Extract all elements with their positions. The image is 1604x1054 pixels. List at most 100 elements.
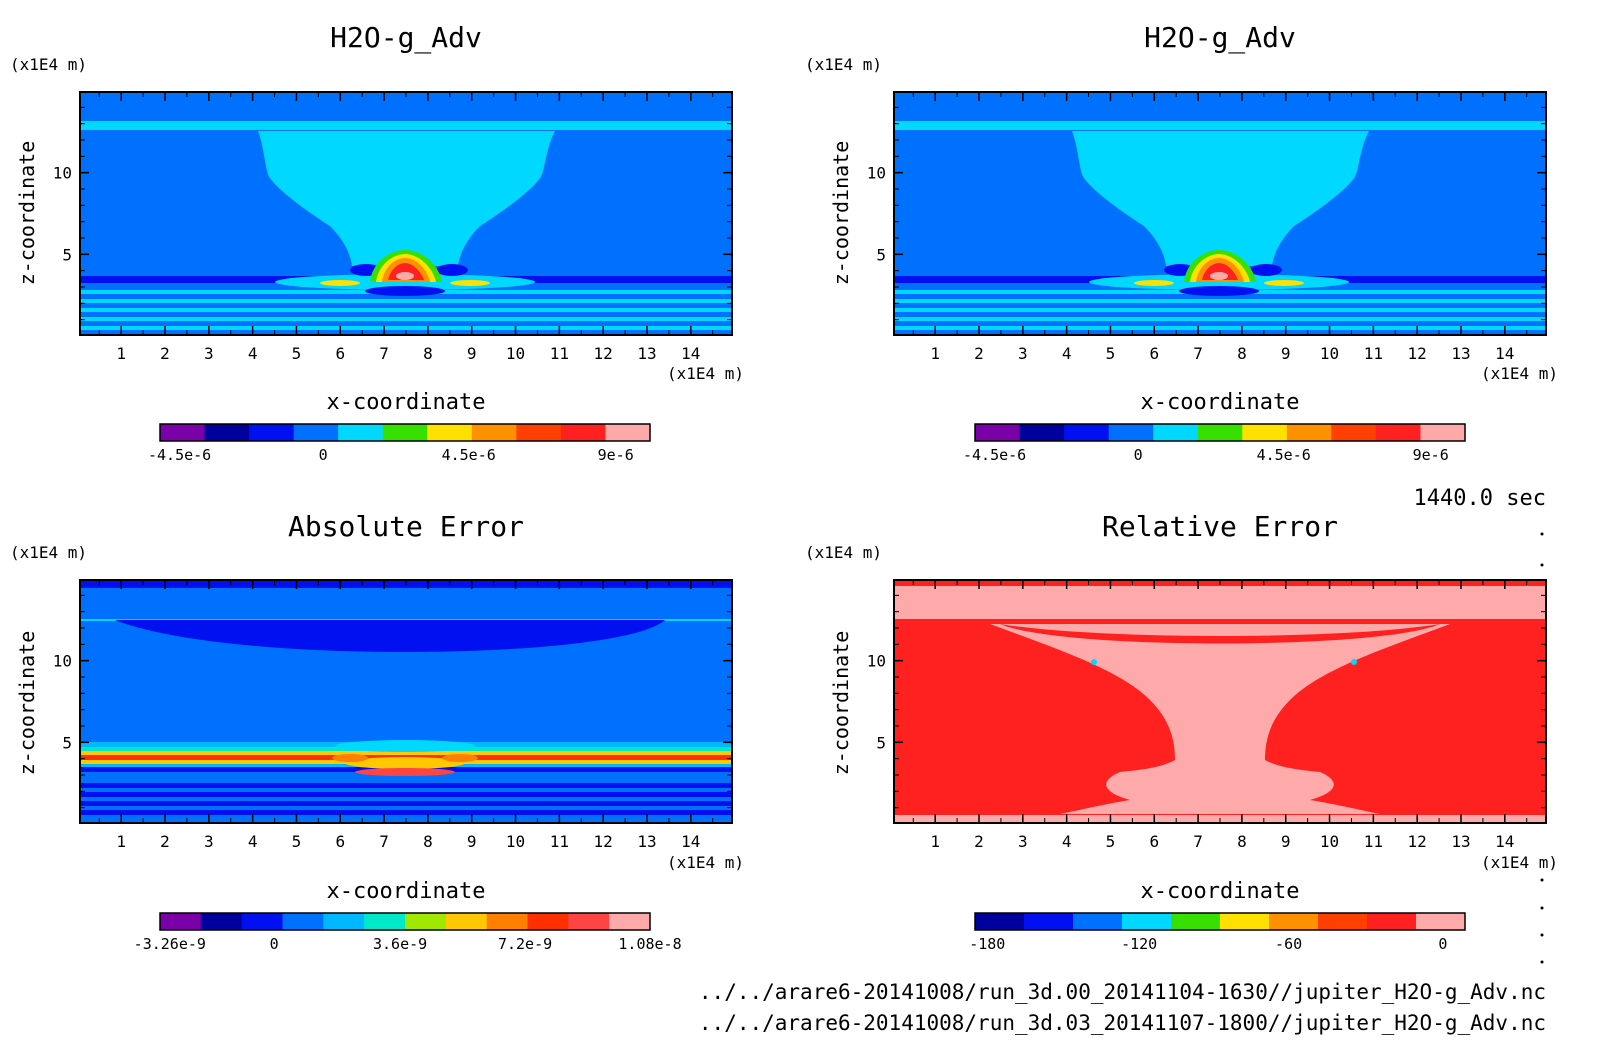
file-path-2: ../../arare6-20141008/run_3d.03_20141107… [699,1011,1546,1035]
y-tick-label: 5 [62,733,72,752]
colorbar-swatch [160,424,206,441]
colorbar-swatch [160,913,202,930]
colorbar-tick-label: 0 [270,935,279,953]
colorbar-tick-label: -180 [969,935,1005,953]
colorbar-swatch [560,424,606,441]
x-tick-label: 14 [1495,344,1514,363]
x-tick-label: 3 [204,344,214,363]
colorbar-tick-label: 1.08e-8 [618,935,681,953]
x-tick-label: 7 [1193,832,1203,851]
colorbar-swatch [527,913,569,930]
heatmap-field [80,92,732,335]
x-tick-labels: 1 2 3 4 5 6 7 8 9 10 11 12 13 14 [912,92,1528,363]
panel-top-left: H2O-g_Adv (x1E4 m) [10,21,744,464]
x-tick-label: 7 [1193,344,1203,363]
colorbar-tick-label: -60 [1275,935,1302,953]
colorbar-frame [974,912,1466,931]
x-tick-label: 4 [1062,344,1072,363]
colorbar-swatch [471,424,517,441]
y-axis-label: z-coordinate [15,141,39,286]
colorbar-swatch [338,424,384,441]
panel-bottom-right: Relative Error (x1E4 m) 1 2 3 4 5 6 7 8 9 10 11 12 1… [805,510,1558,953]
colorbar: -4.5e-6 0 4.5e-6 9e-6 [963,423,1466,464]
colorbar-swatch [249,424,295,441]
y-tick-label: 10 [53,652,72,671]
top-band [894,121,1546,131]
colorbar-tick-label: 3.6e-9 [373,935,427,953]
colorbar-swatch [1108,424,1154,441]
colorbar-swatch [486,913,528,930]
colorbar-swatch [1269,913,1319,930]
colorbar-tick-label: 0 [319,446,328,464]
x-tick-label: 9 [467,832,477,851]
colorbar: -4.5e-6 0 4.5e-6 9e-6 [148,423,651,464]
x-tick-label: 5 [1106,832,1116,851]
colorbar-swatch [1220,913,1270,930]
x-tick-label: 12 [594,344,613,363]
x-tick-label: 8 [423,832,433,851]
separator-dots [1540,532,1544,964]
y-tick-labels: 5 10 [867,106,1546,321]
panel-top-right: H2O-g_Adv (x1E4 m) [805,21,1558,464]
y-axis-label: z-coordinate [15,631,39,776]
colorbar-swatch [364,913,406,930]
colorbar-swatch [1064,424,1110,441]
colorbar-swatch [1019,424,1065,441]
colorbar-swatch [609,913,651,930]
x-axis-label: x-coordinate [327,879,486,904]
x-tick-label: 8 [1237,832,1247,851]
colorbar-swatch [405,913,447,930]
panel-title: Relative Error [1102,510,1338,543]
x-tick-label: 13 [637,344,656,363]
colorbar-swatch [1375,424,1421,441]
y-tick-label: 10 [867,652,886,671]
y-axis-label: z-coordinate [829,141,853,286]
colorbar-frame [974,423,1466,442]
colorbar: -180 -120 -60 0 [969,912,1466,953]
colorbar-swatch [200,913,243,930]
file-path-1: ../../arare6-20141008/run_3d.00_20141104… [699,980,1546,1004]
y-tick-labels: 5 10 [53,594,732,809]
x-tick-label: 12 [594,832,613,851]
x-tick-label: 11 [1364,832,1383,851]
colorbar-swatch [427,424,473,441]
x-tick-label: 8 [423,344,433,363]
colorbar-swatch [975,913,1025,930]
x-axis-label: x-coordinate [1141,390,1300,415]
colorbar-swatch [1286,424,1332,441]
x-tick-label: 5 [292,344,302,363]
x-tick-label: 9 [1281,832,1291,851]
colorbar-frame [159,912,651,931]
colorbar-tick-label: 7.2e-9 [498,935,552,953]
x-tick-labels: 1 2 3 4 5 6 7 8 9 10 11 12 13 14 [98,92,714,363]
x-tick-label: 1 [930,344,940,363]
colorbar-swatch [1331,424,1377,441]
x-tick-label: 12 [1408,344,1427,363]
x-tick-label: 13 [1451,344,1470,363]
x-tick-label: 10 [506,832,525,851]
colorbar-swatch [445,913,488,930]
panel-title: Absolute Error [288,510,524,543]
colorbar-swatch [1024,913,1074,930]
colorbar-swatch [204,424,250,441]
time-label: 1440.0 sec [1414,486,1546,511]
x-tick-label: 11 [550,832,569,851]
x-tick-label: 13 [1451,832,1470,851]
colorbar-tick-label: -4.5e-6 [963,446,1026,464]
y-unit-label: (x1E4 m) [10,55,87,74]
colorbar-tick-label: -120 [1121,935,1157,953]
y-tick-label: 5 [62,245,72,264]
plume-region [1072,131,1369,266]
x-tick-label: 9 [1281,344,1291,363]
colorbar-swatch [1122,913,1172,930]
x-tick-label: 1 [930,832,940,851]
y-tick-label: 5 [876,733,886,752]
x-tick-label: 6 [1149,344,1159,363]
y-tick-label: 5 [876,245,886,264]
x-tick-label: 14 [681,344,700,363]
colorbar-swatch [516,424,562,441]
x-unit-label: (x1E4 m) [1481,364,1558,383]
heatmap-field [894,92,1546,335]
colorbar-swatch [1171,913,1221,930]
